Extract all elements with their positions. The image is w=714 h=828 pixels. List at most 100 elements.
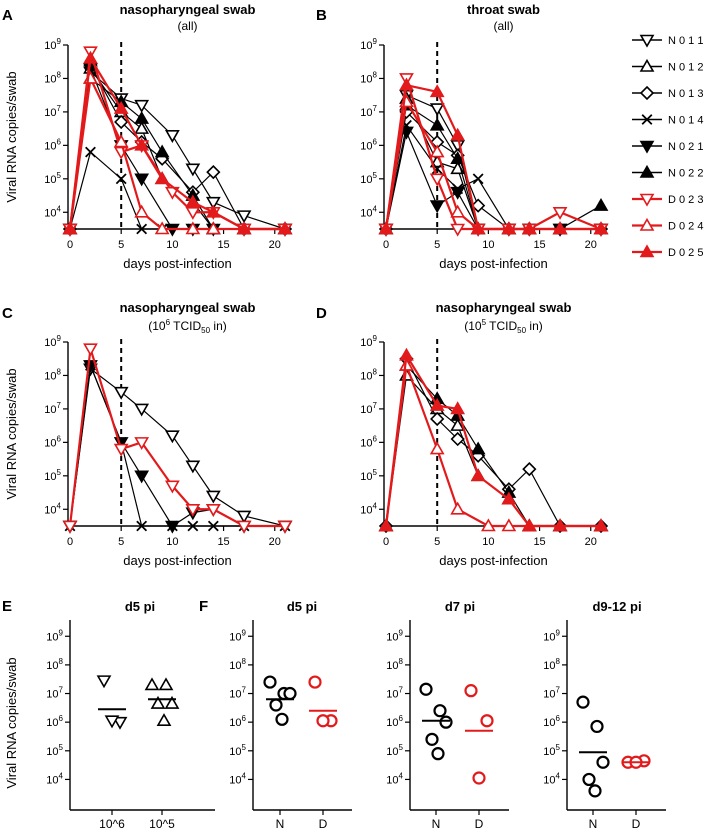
- y-tick-label: 108: [543, 657, 560, 672]
- data-point: [576, 695, 590, 709]
- data-point: [205, 204, 221, 218]
- series-line: [385, 129, 601, 230]
- y-tick-label: 109: [229, 628, 246, 643]
- data-point: [154, 221, 170, 235]
- x-tick-label: D: [475, 817, 484, 828]
- data-point: [83, 50, 98, 64]
- series-line: [384, 83, 601, 231]
- data-point: [165, 480, 180, 494]
- panel-F2: d7 pi 104 105 106 107 108 109 N D: [386, 599, 509, 828]
- x-tick-label: 15: [217, 239, 229, 251]
- x-tick-label: 15: [533, 239, 545, 251]
- data-point: [134, 470, 150, 484]
- data-point: [501, 518, 517, 532]
- y-tick-label: 106: [46, 714, 63, 729]
- legend-label: N 0 2 1: [668, 141, 703, 153]
- data-point: [206, 164, 221, 180]
- y-tick-label: 109: [44, 334, 61, 349]
- data-point: [154, 144, 170, 158]
- legend-marker: [639, 58, 655, 72]
- data-point: [165, 520, 180, 534]
- data-point: [150, 695, 166, 709]
- data-point: [185, 206, 201, 220]
- panel-letter: D: [316, 305, 327, 322]
- data-point: [113, 386, 129, 400]
- data-point: [481, 518, 496, 532]
- y-tick-label: 107: [360, 401, 377, 416]
- data-point: [431, 747, 445, 761]
- series-line: [384, 365, 601, 528]
- panel-title: nasopharyngeal swab: [120, 300, 256, 315]
- panel-letter: E: [2, 598, 12, 615]
- legend-label: D 0 2 4: [668, 221, 703, 233]
- series-line: [385, 110, 601, 230]
- data-point: [164, 695, 180, 709]
- x-tick-label: N: [276, 817, 285, 828]
- y-tick-label: 106: [543, 714, 560, 729]
- data-point: [134, 173, 150, 187]
- series-N021: [62, 63, 293, 237]
- data-point: [450, 151, 466, 165]
- data-point: [429, 397, 445, 411]
- data-point: [429, 84, 445, 98]
- group-D: D: [464, 684, 494, 828]
- panel-letter: C: [2, 305, 13, 322]
- y-tick-label: 105: [44, 468, 61, 483]
- series-D025: [378, 347, 609, 532]
- panel-title: nasopharyngeal swab: [120, 2, 256, 17]
- y-tick-label: 108: [386, 657, 403, 672]
- data-point: [450, 186, 466, 200]
- data-point: [429, 144, 445, 158]
- y-tick-label: 104: [229, 771, 246, 786]
- data-point: [185, 221, 201, 235]
- panel-title: d5 pi: [125, 599, 155, 614]
- y-tick-label: 104: [46, 771, 63, 786]
- y-tick-label: 107: [360, 104, 377, 119]
- data-point: [433, 704, 447, 718]
- series-line: [385, 364, 601, 527]
- data-point: [501, 491, 517, 505]
- y-tick-label: 105: [44, 171, 61, 186]
- data-point: [113, 134, 129, 148]
- panel-title: throat swab: [467, 2, 540, 17]
- y-tick-label: 105: [46, 743, 63, 758]
- data-point: [275, 712, 289, 726]
- data-point: [429, 441, 445, 455]
- y-tick-label: 104: [543, 771, 560, 786]
- y-tick-label: 108: [44, 367, 61, 382]
- group-N: N: [419, 682, 453, 828]
- y-tick-label: 104: [360, 501, 377, 516]
- data-point: [316, 714, 330, 728]
- data-point: [134, 403, 150, 417]
- data-point: [429, 173, 445, 187]
- data-point: [134, 110, 150, 124]
- panel-F3: d9-12 pi 104 105 106 107 108 109 N D: [543, 599, 666, 828]
- data-point: [96, 675, 112, 689]
- series-D024: [378, 357, 609, 532]
- data-point: [185, 163, 201, 177]
- series-line: [68, 74, 285, 231]
- y-tick-label: 105: [543, 743, 560, 758]
- data-point: [115, 173, 127, 185]
- data-point: [590, 719, 604, 734]
- panel-letter: F: [199, 598, 208, 615]
- x-tick-label: 5: [434, 239, 440, 251]
- data-point: [185, 194, 201, 208]
- y-axis-label: Viral RNA copies/swab: [4, 71, 19, 202]
- series-N013: [62, 57, 293, 237]
- data-point: [113, 100, 129, 114]
- x-tick-label: 10: [166, 239, 178, 251]
- x-tick-label: 20: [585, 536, 597, 548]
- x-tick-label: 10: [482, 239, 494, 251]
- legend-marker: [639, 164, 655, 178]
- y-tick-label: 109: [44, 37, 61, 52]
- y-tick-label: 105: [386, 743, 403, 758]
- y-tick-label: 108: [360, 367, 377, 382]
- legend-label: N 0 1 3: [668, 88, 703, 100]
- data-point: [399, 77, 414, 91]
- series-line: [384, 98, 601, 231]
